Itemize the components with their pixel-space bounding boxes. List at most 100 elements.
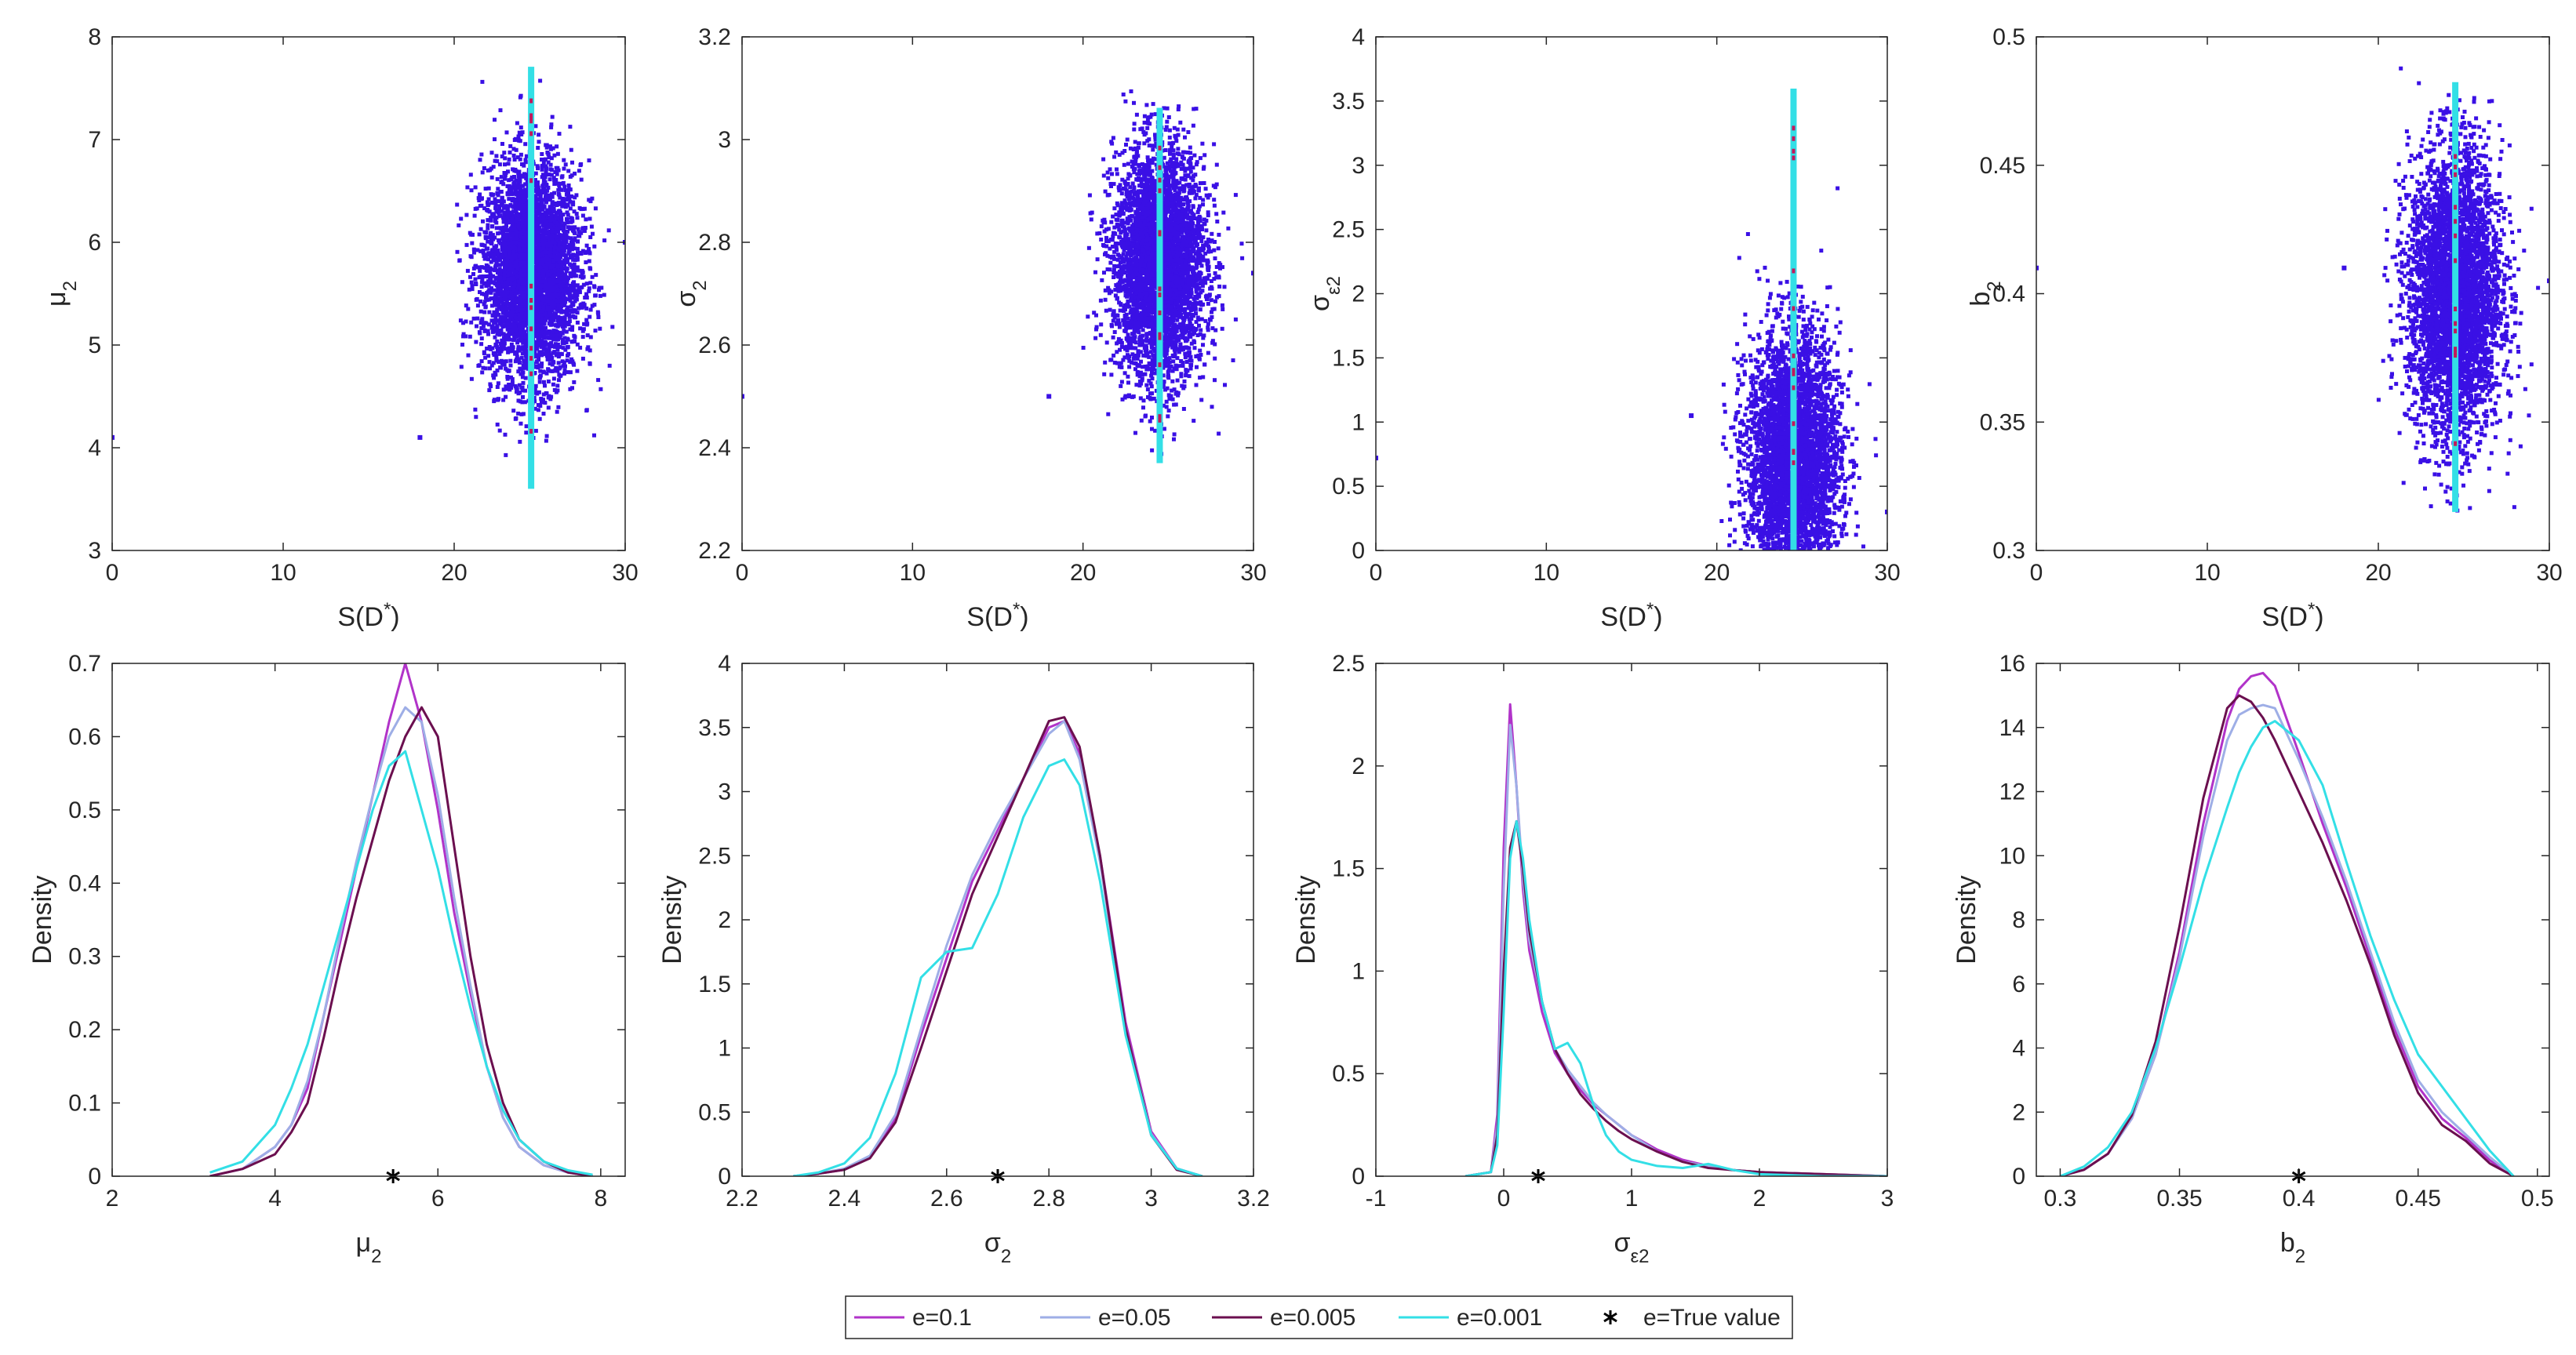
scatter-point <box>522 268 526 272</box>
scatter-point <box>500 347 504 352</box>
scatter-point <box>1102 271 1106 275</box>
scatter-point <box>580 213 585 218</box>
scatter-point <box>490 224 495 228</box>
scatter-point <box>493 320 498 325</box>
scatter-point <box>504 260 508 265</box>
scatter-point <box>481 274 486 278</box>
scatter-point <box>499 307 504 311</box>
scatter-point <box>557 132 562 136</box>
scatter-point <box>491 373 496 378</box>
scatter-point <box>500 227 504 231</box>
scatter-point <box>503 251 508 256</box>
scatter-point <box>512 225 517 230</box>
scatter-point <box>504 366 508 371</box>
scatter-point <box>547 193 551 198</box>
scatter-point <box>522 172 526 176</box>
scatter-point <box>548 205 552 209</box>
scatter-point <box>545 272 550 277</box>
scatter-point <box>538 249 543 254</box>
scatter-point <box>1118 347 1122 352</box>
scatter-point <box>475 324 478 329</box>
scatter-point <box>458 318 463 323</box>
scatter-point <box>588 235 593 239</box>
scatter-point <box>518 439 522 444</box>
scatter-point <box>466 353 471 358</box>
scatter-point <box>540 312 545 317</box>
scatter-point <box>555 409 559 414</box>
scatter-point <box>516 179 521 183</box>
scatter-point <box>554 292 558 297</box>
scatter-point <box>505 256 510 260</box>
scatter-point <box>500 203 504 208</box>
scatter-point <box>469 255 474 260</box>
scatter-point <box>498 231 503 235</box>
scatter-point <box>577 169 581 173</box>
scatter-point <box>544 164 548 169</box>
scatter-point <box>545 300 550 304</box>
scatter-point <box>541 398 545 402</box>
scatter-point <box>514 318 518 323</box>
scatter-point <box>540 353 544 358</box>
scatter-point <box>479 280 484 285</box>
scatter-point <box>500 338 504 343</box>
median-mark <box>529 428 533 434</box>
scatter-point <box>1194 354 1199 358</box>
scatter-point <box>1114 150 1119 154</box>
scatter-point <box>587 286 591 291</box>
scatter-point <box>587 158 591 163</box>
scatter-point <box>561 202 566 207</box>
scatter-point <box>479 336 484 341</box>
scatter-point <box>486 322 491 327</box>
scatter-point <box>573 265 577 270</box>
scatter-points <box>742 89 1253 456</box>
scatter-point <box>568 298 573 303</box>
scatter-point <box>495 191 500 195</box>
scatter-point <box>517 290 522 295</box>
scatter-point <box>588 314 592 319</box>
scatter-point <box>516 138 521 143</box>
scatter-point <box>503 173 508 178</box>
scatter-point <box>503 228 508 233</box>
scatter-point <box>510 325 515 329</box>
scatter-point <box>502 220 506 224</box>
scatter-point <box>518 337 523 342</box>
scatter-point <box>521 260 526 265</box>
scatter-point <box>571 229 576 234</box>
scatter-point <box>482 266 487 271</box>
scatter-point <box>1133 158 1138 162</box>
scatter-point <box>550 355 555 360</box>
scatter-point <box>563 310 568 314</box>
scatter-point <box>515 351 519 356</box>
scatter-point <box>524 430 529 435</box>
scatter-point <box>537 286 542 291</box>
scatter-point <box>569 304 573 309</box>
scatter-point <box>562 315 567 320</box>
scatter-point <box>476 196 481 201</box>
scatter-point <box>557 277 562 281</box>
scatter-point <box>533 399 537 404</box>
scatter-point <box>571 200 576 205</box>
scatter-point <box>509 318 514 322</box>
scatter-point <box>583 226 588 230</box>
scatter-point <box>522 212 527 216</box>
scatter-point <box>548 320 553 325</box>
scatter-point <box>554 178 558 182</box>
scatter-point <box>535 192 540 197</box>
scatter-point <box>561 213 566 217</box>
scatter-point <box>1201 243 1206 248</box>
scatter-point <box>575 256 580 261</box>
scatter-point <box>1114 245 1119 250</box>
median-mark <box>529 298 533 303</box>
scatter-point <box>1203 281 1208 285</box>
scatter-point <box>533 292 537 296</box>
scatter-point <box>486 246 490 251</box>
scatter-point <box>489 325 494 330</box>
scatter-point <box>544 143 549 147</box>
scatter-point <box>552 333 557 338</box>
scatter-point <box>477 232 482 237</box>
scatter-point <box>496 210 500 215</box>
outlier-point <box>112 434 115 440</box>
scatter-point <box>1168 151 1172 156</box>
scatter-point <box>554 365 558 370</box>
scatter-point <box>475 265 480 270</box>
